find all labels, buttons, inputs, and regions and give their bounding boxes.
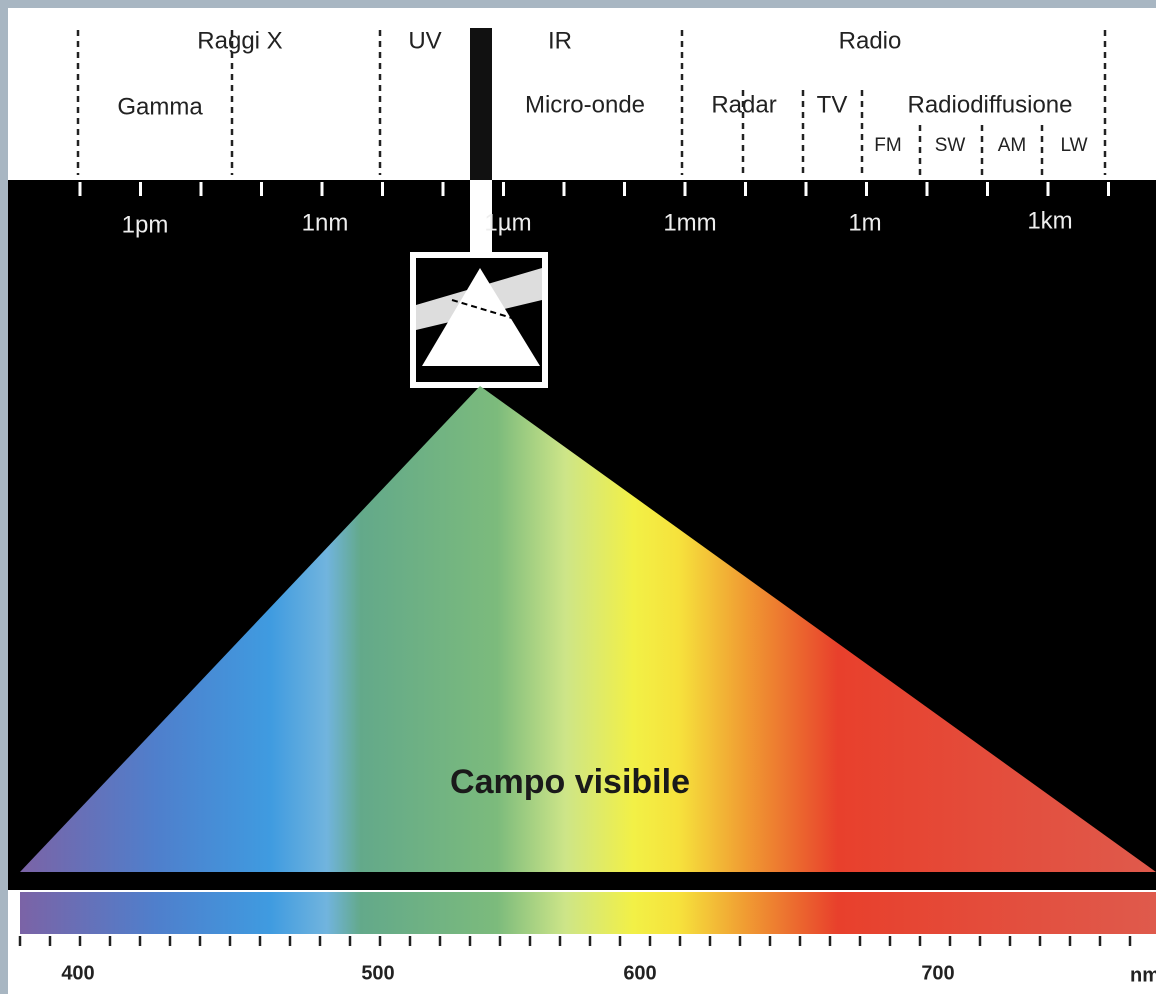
band-label: Radiodiffusione xyxy=(907,91,1072,118)
wavelength-label: 400 xyxy=(61,962,94,984)
band-label: UV xyxy=(408,27,441,54)
band-label: Radar xyxy=(711,91,776,118)
wavelength-ticks xyxy=(18,936,1132,946)
scale-label: 1m xyxy=(848,209,881,236)
band-label: Gamma xyxy=(117,93,203,120)
band-label: Micro-onde xyxy=(525,91,645,118)
band-label: AM xyxy=(998,135,1027,156)
visible-label: Campo visibile xyxy=(450,763,690,801)
band-dividers xyxy=(76,30,1107,175)
band-label: IR xyxy=(548,27,572,54)
wavelength-label: 700 xyxy=(921,962,954,984)
visible-slit xyxy=(470,180,492,252)
spectrum-fan xyxy=(20,386,1156,872)
spectrum-bar xyxy=(20,892,1156,934)
wavelength-label: 500 xyxy=(361,962,394,984)
wavelength-label: 600 xyxy=(623,962,656,984)
scale-label: 1nm xyxy=(302,209,349,236)
band-label: TV xyxy=(817,91,848,118)
band-label: LW xyxy=(1060,135,1087,156)
prism xyxy=(422,268,540,366)
scale-ticks xyxy=(78,182,1110,196)
refraction-line xyxy=(451,299,513,319)
unit-label: nm xyxy=(1130,964,1156,986)
scale-label: 1km xyxy=(1027,207,1072,234)
scale-label: 1µm xyxy=(484,209,531,236)
band-label: Raggi X xyxy=(197,27,282,54)
band-label: SW xyxy=(935,135,966,156)
scale-label: 1pm xyxy=(122,211,169,238)
scale-label: 1mm xyxy=(663,209,716,236)
visible-bar xyxy=(470,28,492,180)
band-label: FM xyxy=(874,135,901,156)
band-label: Radio xyxy=(839,27,902,54)
